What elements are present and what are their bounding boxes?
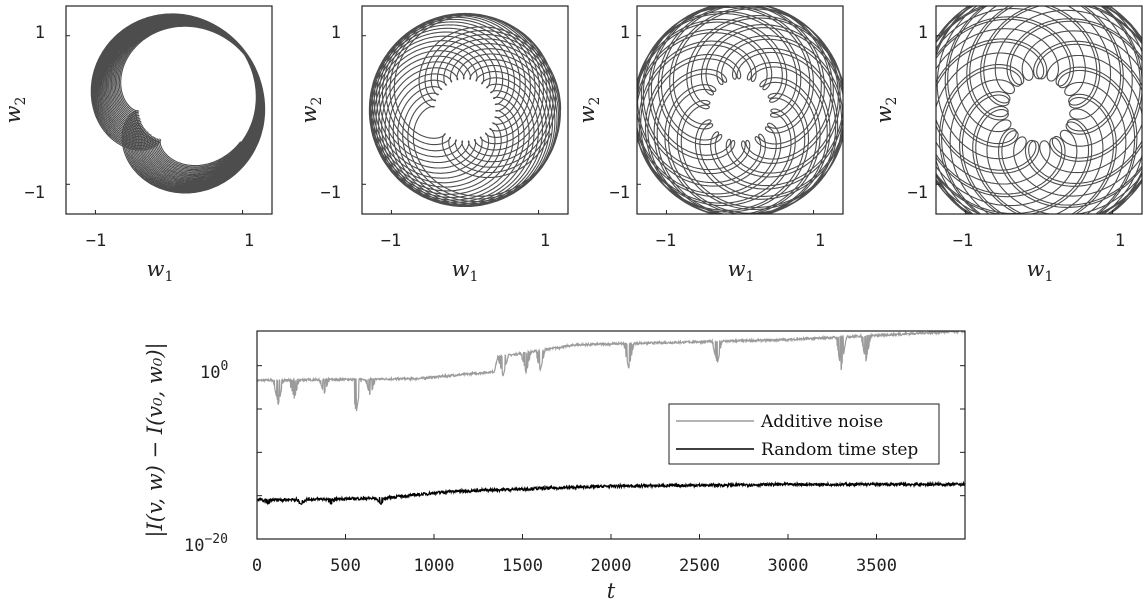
panel-4-trajectory [936,6,1142,214]
panel-4-ylabel: w2 [872,97,900,124]
panel-2-trajectory-line [368,12,562,208]
panel-4-ytick-top: 1 [918,23,928,43]
panel-5: 100 10−20 0 500 1000 1500 2000 2500 3000 3500 t… [143,330,966,603]
panel-4-xtick-right: 1 [1115,231,1125,251]
panel-1-xtick-right: 1 [244,231,254,251]
panel-3-frame [636,5,844,215]
panel-3-ytick-bottom: −1 [610,183,630,203]
panel-1-xlabel: w1 [147,257,174,285]
panel-5-xlabel: t [607,579,616,603]
panel-2-trajectory [362,12,562,214]
panel-5-xtick-label: 3500 [856,556,897,576]
panel-5-xtick-label: 1000 [414,556,455,576]
panel-1-frame [65,5,273,215]
series-additive-noise [257,331,965,412]
panel-5-series [257,331,965,540]
series-random-time-step [257,480,965,506]
panel-3-trajectory [637,6,843,214]
panel-1-xtick-left: −1 [86,231,106,251]
panel-2-xtick-right: 1 [540,231,550,251]
panel-4-xtick-left: −1 [953,231,973,251]
panel-5-xtick-label: 0 [252,556,262,576]
panel-3-xlabel: w1 [728,257,755,285]
panel-4-xlabel: w1 [1027,257,1054,285]
panel-4-ytick-bottom: −1 [908,183,928,203]
panel-5-xtick-label: 3000 [768,556,809,576]
legend-label-random-time-step: Random time step [761,440,918,460]
legend-box [668,403,940,465]
panel-3-ytick-top: 1 [620,23,630,43]
panel-1: 1 −1 −1 1 w1 w2 [1,5,273,285]
panel-4: 1 −1 −1 1 w1 w2 [872,5,1143,285]
panel-4-frame [935,5,1143,215]
panel-4-trajectory-line [936,6,1142,214]
panel-3-trajectory-line [637,6,843,214]
legend: Additive noise Random time step [668,403,940,465]
panel-1-trajectory-line [90,13,266,194]
panel-1-trajectory [66,13,266,214]
panel-5-xtick-label: 2000 [591,556,632,576]
panel-2: 1 −1 −1 1 w1 w2 [297,5,569,285]
legend-label-additive-noise: Additive noise [760,412,883,432]
panel-3: 1 −1 −1 1 w1 w2 [575,5,844,285]
panel-5-ylabel: |I(v, w) − I(v₀, w₀)| [143,342,168,537]
panel-2-frame [361,5,569,215]
panel-3-xtick-right: 1 [815,231,825,251]
panel-1-ylabel: w2 [1,97,29,124]
panel-1-ytick-top: 1 [35,23,45,43]
panel-3-ylabel: w2 [575,97,603,124]
panel-2-ytick-bottom: −1 [321,183,341,203]
panel-5-xtick-label: 500 [330,556,361,576]
panel-5-xtick-label: 2500 [679,556,720,576]
panel-5-ytick-bottom: 10−20 [184,532,228,556]
panel-2-ylabel: w2 [297,97,325,124]
panel-1-ytick-bottom: −1 [25,183,45,203]
panel-5-xtick-label: 1500 [502,556,543,576]
panel-5-ytick-top: 100 [200,359,228,383]
panel-2-ytick-top: 1 [331,23,341,43]
panel-5-xticks: 0 500 1000 1500 2000 2500 3000 3500 [252,534,897,576]
panel-2-xlabel: w1 [452,257,479,285]
panel-2-xtick-left: −1 [381,231,401,251]
panel-3-xtick-left: −1 [656,231,676,251]
